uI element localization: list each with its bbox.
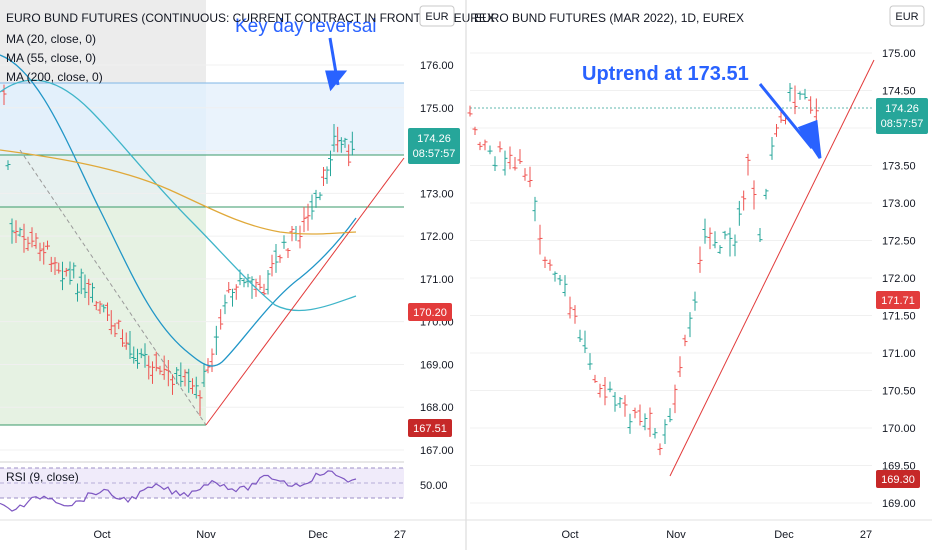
right-trendline	[669, 59, 875, 477]
y-tick-label: 172.50	[882, 236, 916, 248]
left-xtick-oct: Oct	[93, 529, 110, 541]
left-currency-button[interactable]	[419, 5, 455, 27]
legend-ma55: MA (55, close, 0)	[6, 51, 96, 65]
right-level-badge-1-text: 171.71	[881, 295, 915, 307]
y-tick-label: 172.00	[882, 273, 916, 285]
shade-blue-zone	[0, 83, 206, 155]
left-grid	[0, 64, 404, 451]
shade-blue-zone-right	[206, 83, 404, 155]
left-xtick-27: 27	[394, 529, 406, 541]
right-currency-label: EUR	[895, 11, 918, 23]
y-tick-label: 175.00	[882, 48, 916, 60]
right-price-value: 174.26	[885, 103, 919, 115]
left-level-badge-1	[408, 303, 452, 321]
left-price-axis: 176.00175.00174.00173.00172.00171.00170.…	[420, 60, 454, 457]
y-tick-label: 169.00	[882, 498, 916, 510]
right-countdown: 08:57:57	[881, 118, 924, 130]
y-tick-label: 172.00	[420, 231, 454, 243]
rsi-label: RSI (9, close)	[6, 470, 79, 484]
left-annotation: Key day reversal	[235, 16, 377, 37]
left-xtick-nov: Nov	[196, 529, 216, 541]
y-tick-label: 171.00	[882, 348, 916, 360]
right-price-badge	[876, 98, 928, 134]
left-shading	[0, 0, 404, 426]
ma200-line	[0, 149, 357, 235]
left-level-badge-2-text: 167.51	[413, 423, 447, 435]
legend-ma200: MA (200, close, 0)	[6, 70, 103, 84]
y-tick-label: 169.50	[882, 461, 916, 473]
shade-grey-top	[0, 0, 206, 83]
y-tick-label: 167.00	[420, 445, 454, 457]
left-level-badge-1-text: 170.20	[413, 307, 447, 319]
left-title: EURO BUND FUTURES (CONTINUOUS: CURRENT C…	[6, 11, 495, 25]
left-currency-label: EUR	[425, 11, 448, 23]
left-xtick-dec: Dec	[308, 529, 328, 541]
y-tick-label: 176.00	[420, 60, 454, 72]
left-trendline	[205, 157, 405, 426]
dashed-decline-line	[19, 149, 207, 426]
right-level-badge-1	[876, 291, 920, 309]
shade-teal-zone	[0, 155, 206, 207]
left-level-badge-2	[408, 419, 452, 437]
y-tick-label: 170.00	[882, 423, 916, 435]
y-tick-label: 168.00	[420, 402, 454, 414]
shade-green-zone	[0, 207, 206, 425]
right-price-axis: 175.00174.50174.00173.50173.00172.50172.…	[882, 48, 916, 510]
right-annotation-arrow	[758, 83, 822, 159]
y-tick-label: 173.00	[420, 188, 454, 200]
left-countdown: 08:57:57	[413, 148, 456, 160]
y-tick-label: 173.00	[882, 198, 916, 210]
right-currency-button[interactable]	[889, 5, 925, 27]
right-xtick-dec: Dec	[774, 529, 794, 541]
right-xtick-nov: Nov	[666, 529, 686, 541]
rsi-panel: RSI (9, close) 50.00	[0, 461, 448, 512]
right-title: EURO BUND FUTURES (MAR 2022), 1D, EUREX	[474, 11, 744, 25]
rsi-tick: 50.00	[420, 480, 448, 492]
right-level-badge-2	[876, 470, 920, 488]
y-tick-label: 173.50	[882, 161, 916, 173]
y-tick-label: 175.00	[420, 103, 454, 115]
y-tick-label: 171.50	[882, 311, 916, 323]
left-price-value: 174.26	[417, 133, 451, 145]
legend-ma20: MA (20, close, 0)	[6, 32, 96, 46]
right-annotation: Uptrend at 173.51	[582, 63, 749, 85]
right-grid	[470, 52, 872, 504]
left-annotation-arrow	[325, 37, 348, 92]
right-xtick-27: 27	[860, 529, 872, 541]
y-tick-label: 174.50	[882, 86, 916, 98]
right-price-bars	[467, 83, 819, 456]
ma20-line	[0, 54, 357, 367]
rsi-line	[0, 470, 357, 512]
y-tick-label: 169.00	[420, 359, 454, 371]
right-level-badge-2-text: 169.30	[881, 474, 915, 486]
left-price-badge	[408, 128, 460, 164]
y-tick-label: 170.50	[882, 386, 916, 398]
right-xtick-oct: Oct	[561, 529, 578, 541]
y-tick-label: 171.00	[420, 274, 454, 286]
